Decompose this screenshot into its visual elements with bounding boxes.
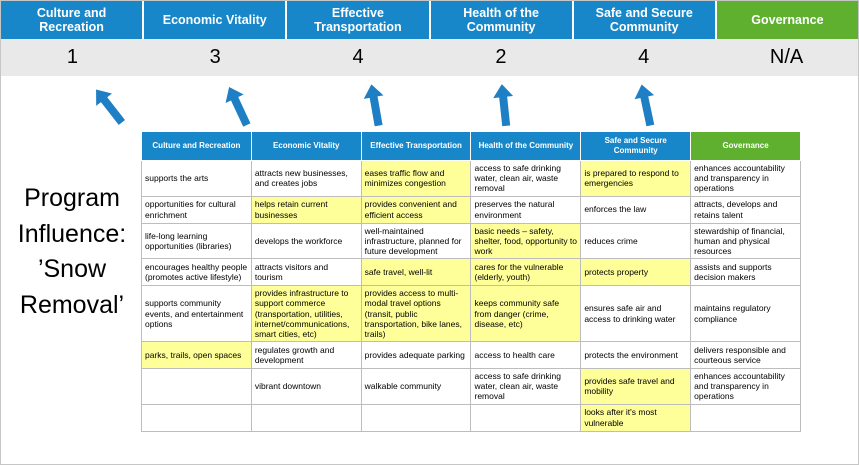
table-cell: enforces the law xyxy=(580,195,692,224)
column-header-effective-transportation: Effective Transportation xyxy=(360,131,472,161)
table-row: vibrant downtown walkable community access… xyxy=(141,368,801,405)
up-arrow-icon xyxy=(87,83,130,130)
table-cell: provides adequate parking xyxy=(360,341,472,370)
table-cell: eases traffic flow and minimizes congest… xyxy=(360,160,472,197)
table-cell: attracts visitors and tourism xyxy=(250,258,362,287)
column-header-economic-vitality: Economic Vitality xyxy=(250,131,362,161)
table-cell: keeps community safe from danger (crime,… xyxy=(470,285,582,343)
table-cell xyxy=(360,403,472,432)
table-row: parks, trails, open spaces regulates grow… xyxy=(141,341,801,370)
table-cell: attracts new businesses, and creates job… xyxy=(250,160,362,197)
table-cell: preserves the natural environment xyxy=(470,195,582,224)
table-cell xyxy=(250,403,362,432)
table-cell: provides access to multi-modal travel op… xyxy=(360,285,472,343)
table-row: encourages healthy people (promotes acti… xyxy=(141,258,801,287)
table-cell: opportunities for cultural enrichment xyxy=(141,195,252,224)
score-effective-transportation: 4 xyxy=(352,46,364,68)
table-row: life-long learning opportunities (librar… xyxy=(141,222,801,260)
table-cell: supports the arts xyxy=(141,160,252,197)
table-row: supports the arts attracts new businesses… xyxy=(141,160,801,197)
score-health-of-the-community: 2 xyxy=(495,46,507,68)
program-title: Program Influence: ’Snow Removal’ xyxy=(17,184,127,319)
column-header-safe-and-secure-community: Safe and Secure Community xyxy=(580,131,692,161)
table-cell: access to safe drinking water, clean air… xyxy=(470,368,582,405)
column-header-health-of-the-community: Health of the Community xyxy=(470,131,582,161)
table-cell xyxy=(470,403,582,432)
table-cell: reduces crime xyxy=(580,222,692,260)
table-cell: supports community events, and entertain… xyxy=(141,285,252,343)
up-arrow-icon xyxy=(361,82,390,127)
table-cell: delivers responsible and courteous servi… xyxy=(690,341,801,370)
column-header-governance: Governance xyxy=(690,131,801,161)
table-cell xyxy=(141,368,252,405)
pillar-header-band: Culture and Recreation Economic Vitality E… xyxy=(1,1,858,39)
table-cell xyxy=(690,403,801,432)
table-cell: provides infrastructure to support comme… xyxy=(250,285,362,343)
table-cell: regulates growth and development xyxy=(250,341,362,370)
pillar-safe-and-secure-community: Safe and Secure Community xyxy=(573,1,715,39)
table-cell: develops the workforce xyxy=(250,222,362,260)
score-band: 1 3 4 2 4 N/A xyxy=(1,39,858,76)
table-cell: vibrant downtown xyxy=(250,368,362,405)
up-arrow-icon xyxy=(491,83,517,127)
table-row: looks after it's most vulnerable xyxy=(141,403,801,432)
table-cell: well-maintained infrastructure, planned … xyxy=(360,222,472,260)
up-arrow-icon xyxy=(631,82,661,128)
pillar-economic-vitality: Economic Vitality xyxy=(144,1,286,39)
pillar-effective-transportation: Effective Transportation xyxy=(287,1,429,39)
up-arrow-icon xyxy=(219,82,257,129)
table-header-row: Culture and Recreation Economic Vitality E… xyxy=(141,131,801,161)
table-cell: life-long learning opportunities (librar… xyxy=(141,222,252,260)
pillar-governance: Governance xyxy=(716,1,858,39)
table-cell: enhances accountability and transparency… xyxy=(690,160,801,197)
table-cell: access to safe drinking water, clean air… xyxy=(470,160,582,197)
table-cell: walkable community xyxy=(360,368,472,405)
table-cell: ensures safe air and access to drinking … xyxy=(580,285,692,343)
table-cell: attracts, develops and retains talent xyxy=(690,195,801,224)
table-cell: parks, trails, open spaces xyxy=(141,341,252,370)
score-safe-and-secure-community: 4 xyxy=(638,46,650,68)
table-cell: provides convenient and efficient access xyxy=(360,195,472,224)
table-cell: provides safe travel and mobility xyxy=(580,368,692,405)
table-cell: protects the environment xyxy=(580,341,692,370)
influence-table: Culture and Recreation Economic Vitality E… xyxy=(141,131,801,432)
pillar-culture-and-recreation: Culture and Recreation xyxy=(1,1,143,39)
score-culture-and-recreation: 1 xyxy=(66,46,78,68)
table-cell: cares for the vulnerable (elderly, youth… xyxy=(470,258,582,287)
table-cell: protects property xyxy=(580,258,692,287)
table-cell: is prepared to respond to emergencies xyxy=(580,160,692,197)
table-cell: access to health care xyxy=(470,341,582,370)
table-row: supports community events, and entertain… xyxy=(141,285,801,343)
table-cell: encourages healthy people (promotes acti… xyxy=(141,258,252,287)
score-governance: N/A xyxy=(769,46,804,68)
table-cell: maintains regulatory compliance xyxy=(690,285,801,343)
table-cell xyxy=(141,403,252,432)
table-cell: stewardship of financial, human and phys… xyxy=(690,222,801,260)
table-cell: safe travel, well-lit xyxy=(360,258,472,287)
table-cell: helps retain current businesses xyxy=(250,195,362,224)
table-cell: assists and supports decision makers xyxy=(690,258,801,287)
score-economic-vitality: 3 xyxy=(209,46,221,68)
table-cell: enhances accountability and transparency… xyxy=(690,368,801,405)
table-row: opportunities for cultural enrichment hel… xyxy=(141,195,801,224)
column-header-culture-and-recreation: Culture and Recreation xyxy=(141,131,252,161)
table-cell: looks after it's most vulnerable xyxy=(580,403,692,432)
pillar-health-of-the-community: Health of the Community xyxy=(430,1,572,39)
table-cell: basic needs – safety, shelter, food, opp… xyxy=(470,222,582,260)
